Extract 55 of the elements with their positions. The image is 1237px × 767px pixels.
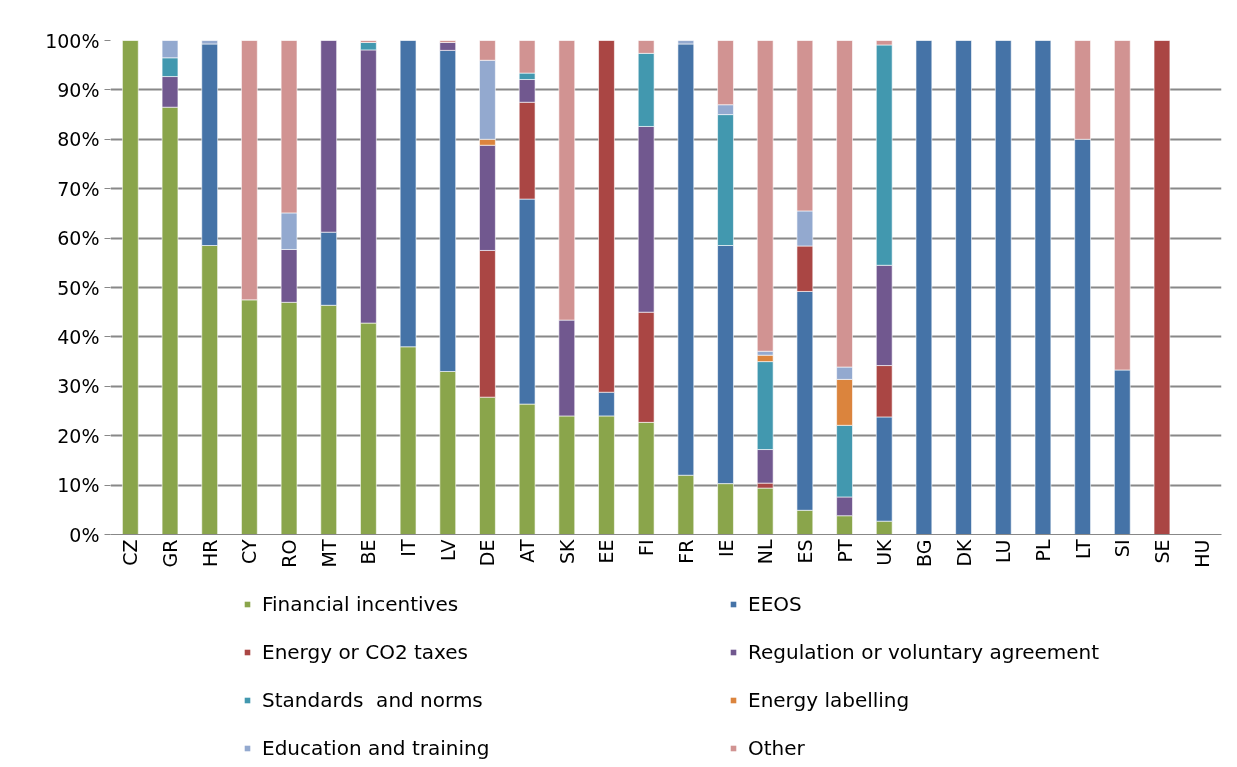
x-tick-label: UK <box>873 538 896 566</box>
x-tick-label: AT <box>516 539 539 563</box>
legend-label: Standards and norms <box>262 688 484 712</box>
x-tick-label: SK <box>555 538 578 565</box>
y-tick-label: 40% <box>57 325 100 348</box>
x-tick-label: DK <box>952 538 975 567</box>
x-tick-label: FR <box>674 539 697 564</box>
x-tick-label: CZ <box>119 539 142 566</box>
x-tick-label: PT <box>833 539 856 563</box>
bar <box>122 40 139 535</box>
y-tick-label: 20% <box>57 424 100 447</box>
x-tick-label: NL <box>754 539 777 565</box>
x-tick-label: IT <box>397 539 420 557</box>
x-tick-label: SI <box>1111 539 1134 558</box>
y-tick-label: 70% <box>57 177 100 200</box>
x-tick-label: LV <box>436 539 459 561</box>
bar <box>756 487 774 535</box>
y-tick-label: 0% <box>69 523 100 546</box>
x-tick-label: MT <box>317 539 340 568</box>
x-tick-label: BG <box>912 539 935 567</box>
y-tick-label: 80% <box>57 128 100 151</box>
x-tick-label: LT <box>1071 539 1094 560</box>
x-tick-label: CY <box>238 539 261 565</box>
x-tick-label: GR <box>159 539 182 568</box>
x-tick-label: HU <box>1190 539 1213 568</box>
legend-label: Financial incentives <box>262 592 460 616</box>
x-tick-label: SE <box>1150 539 1173 564</box>
x-tick-label: FI <box>635 539 658 557</box>
legend-label: Other <box>748 736 806 760</box>
bar <box>915 40 933 535</box>
bar <box>955 40 972 535</box>
x-tick-label: ES <box>793 539 816 564</box>
y-tick-label: 10% <box>57 474 100 497</box>
bar <box>1153 40 1171 535</box>
x-tick-label: BE <box>357 539 380 565</box>
x-tick-label: HR <box>198 539 221 567</box>
y-tick-label: 100% <box>45 29 100 52</box>
y-tick-label: 30% <box>57 375 100 398</box>
x-tick-label: RO <box>278 539 301 568</box>
x-tick-label: PL <box>1031 539 1054 562</box>
legend-label: Education and training <box>262 736 491 760</box>
y-tick-label: 90% <box>57 78 100 101</box>
legend-label: Energy labelling <box>748 688 911 712</box>
x-tick-label: LU <box>992 539 1015 564</box>
x-tick-label: DE <box>476 539 499 567</box>
y-tick-label: 50% <box>57 276 100 299</box>
legend-label: EEOS <box>748 592 803 616</box>
bar <box>756 40 774 352</box>
y-tick-label: 60% <box>57 227 100 250</box>
x-tick-label: IE <box>714 539 737 558</box>
bar <box>1034 40 1052 535</box>
legend-label: Regulation or voluntary agreement <box>748 640 1101 664</box>
legend-label: Energy or CO2 taxes <box>262 640 470 664</box>
x-tick-label: EE <box>595 539 618 564</box>
bar <box>995 40 1012 535</box>
